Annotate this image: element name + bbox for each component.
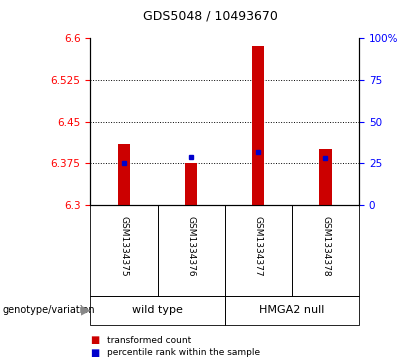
Text: GSM1334377: GSM1334377	[254, 216, 263, 276]
Text: ■: ■	[90, 335, 100, 346]
Text: GSM1334376: GSM1334376	[186, 216, 196, 276]
Text: genotype/variation: genotype/variation	[2, 305, 95, 315]
Text: wild type: wild type	[132, 305, 183, 315]
Text: ▶: ▶	[81, 304, 91, 317]
Bar	[320, 150, 331, 205]
Text: GSM1334378: GSM1334378	[321, 216, 330, 276]
Text: percentile rank within the sample: percentile rank within the sample	[107, 348, 260, 357]
Text: GDS5048 / 10493670: GDS5048 / 10493670	[142, 10, 278, 23]
Bar	[185, 163, 197, 205]
Bar	[252, 46, 264, 205]
Text: HMGA2 null: HMGA2 null	[259, 305, 325, 315]
Text: transformed count: transformed count	[107, 336, 192, 345]
Text: GSM1334375: GSM1334375	[119, 216, 129, 276]
Bar	[118, 144, 130, 205]
Text: ■: ■	[90, 348, 100, 358]
